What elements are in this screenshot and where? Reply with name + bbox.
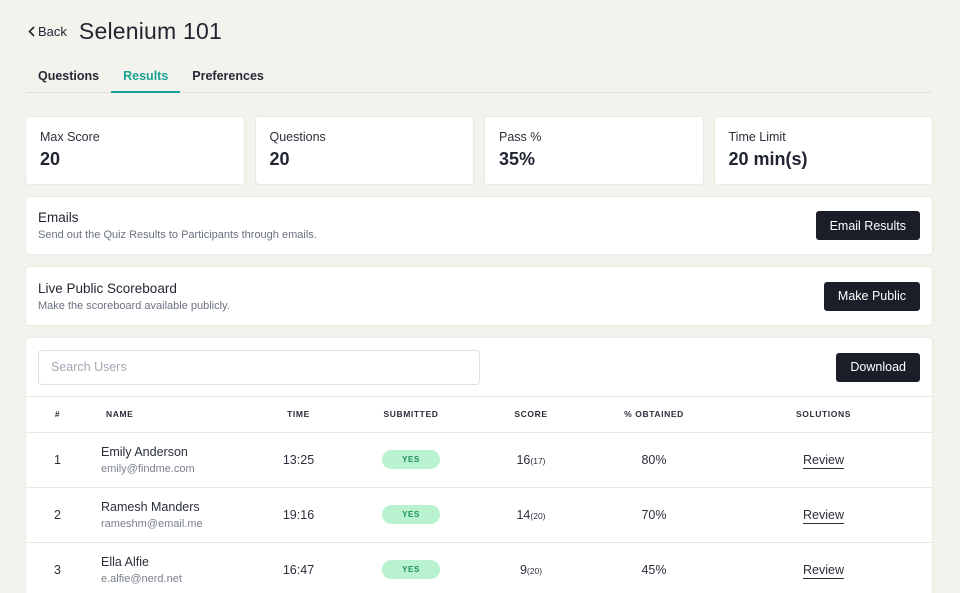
back-button[interactable]: Back (28, 24, 67, 39)
user-name: Ella Alfie (101, 554, 149, 569)
user-name: Emily Anderson (101, 444, 188, 459)
page-header: Back Selenium 101 (28, 18, 222, 45)
tab-preferences[interactable]: Preferences (192, 69, 264, 83)
table-row: 1 Emily Anderson emily@findme.com 13:25 … (26, 432, 932, 488)
obtained-cell: 45% (593, 542, 715, 593)
stat-card-time-limit: Time Limit 20 min(s) (714, 117, 932, 184)
score-value: 16 (516, 452, 531, 467)
make-public-button[interactable]: Make Public (823, 281, 920, 311)
stat-card-questions: Questions 20 (255, 117, 473, 184)
table-row: 3 Ella Alfie e.alfie@nerd.net 16:47 YES … (26, 542, 932, 593)
time-cell: 16:47 (244, 542, 353, 593)
column-header-time: TIME (244, 397, 353, 433)
back-label: Back (38, 24, 67, 39)
user-cell: Ramesh Manders rameshm@email.me (89, 487, 244, 543)
table-row: 2 Ramesh Manders rameshm@email.me 19:16 … (26, 487, 932, 543)
emails-panel: Emails Send out the Quiz Results to Part… (26, 197, 932, 254)
user-cell: Emily Anderson emily@findme.com (89, 432, 244, 488)
row-index: 2 (26, 487, 89, 543)
time-cell: 19:16 (244, 487, 353, 543)
submitted-cell: YES (353, 432, 469, 488)
score-total: (20) (530, 510, 546, 521)
column-header-solutions: SOLUTIONS (715, 397, 932, 433)
stat-value: 20 (269, 149, 290, 169)
email-results-button[interactable]: Email Results (815, 211, 920, 240)
results-table: # NAME TIME SUBMITTED SCORE % OBTAINED S… (26, 397, 932, 593)
submitted-cell: YES (353, 487, 469, 543)
row-index: 1 (26, 432, 89, 488)
tab-questions[interactable]: Questions (38, 69, 100, 83)
score-total: (20) (526, 565, 543, 576)
results-panel: Download # NAME TIME SUBMITTED SCORE % O… (26, 338, 932, 593)
stat-card-max-score: Max Score 20 (26, 117, 244, 184)
page-title: Selenium 101 (78, 18, 222, 44)
user-name: Ramesh Manders (101, 499, 200, 514)
time-cell: 13:25 (244, 432, 353, 488)
score-total: (17) (530, 455, 546, 466)
review-link[interactable]: Review (803, 452, 844, 469)
column-header-obtained: % OBTAINED (593, 397, 715, 433)
user-email: rameshm@email.me (101, 517, 203, 530)
score-cell: 9(20) (469, 542, 593, 593)
column-header-score: SCORE (469, 397, 593, 433)
tab-bar: Questions Results Preferences (26, 60, 932, 93)
review-link[interactable]: Review (803, 562, 844, 579)
stat-label: Time Limit (728, 130, 786, 144)
score-value: 9 (519, 562, 527, 577)
download-button[interactable]: Download (836, 352, 920, 382)
scoreboard-panel: Live Public Scoreboard Make the scoreboa… (26, 267, 932, 325)
stat-label: Questions (269, 130, 326, 144)
column-header-name: NAME (89, 397, 244, 433)
stat-value: 20 min(s) (728, 149, 808, 169)
stat-card-pass-percent: Pass % 35% (485, 117, 703, 184)
status-badge: YES (382, 450, 440, 469)
scoreboard-title: Live Public Scoreboard (38, 280, 177, 296)
review-link[interactable]: Review (803, 507, 844, 524)
stats-row: Max Score 20 Questions 20 Pass % 35% Tim… (26, 117, 932, 184)
search-users-input[interactable] (38, 349, 480, 385)
row-index: 3 (26, 542, 89, 593)
stat-value: 35% (499, 149, 536, 169)
chevron-left-icon (28, 26, 35, 37)
stat-value: 20 (40, 149, 61, 169)
scoreboard-subtitle: Make the scoreboard available publicly. (38, 299, 230, 312)
score-value: 14 (516, 507, 531, 522)
user-email: e.alfie@nerd.net (101, 572, 182, 585)
user-cell: Ella Alfie e.alfie@nerd.net (89, 542, 244, 593)
column-header-index: # (26, 397, 89, 433)
obtained-cell: 70% (593, 487, 715, 543)
tab-results[interactable]: Results (111, 60, 181, 93)
user-email: emily@findme.com (101, 462, 195, 475)
solutions-cell: Review (715, 487, 932, 543)
column-header-submitted: SUBMITTED (353, 397, 469, 433)
stat-label: Max Score (40, 130, 100, 144)
emails-title: Emails (38, 210, 79, 225)
status-badge: YES (382, 505, 440, 524)
score-cell: 14(20) (469, 487, 593, 543)
emails-subtitle: Send out the Quiz Results to Participant… (38, 229, 317, 241)
obtained-cell: 80% (593, 432, 715, 488)
solutions-cell: Review (715, 432, 932, 488)
solutions-cell: Review (715, 542, 932, 593)
submitted-cell: YES (353, 542, 469, 593)
status-badge: YES (382, 560, 440, 579)
stat-label: Pass % (499, 130, 542, 144)
table-header-row: # NAME TIME SUBMITTED SCORE % OBTAINED S… (26, 397, 932, 433)
score-cell: 16(17) (469, 432, 593, 488)
